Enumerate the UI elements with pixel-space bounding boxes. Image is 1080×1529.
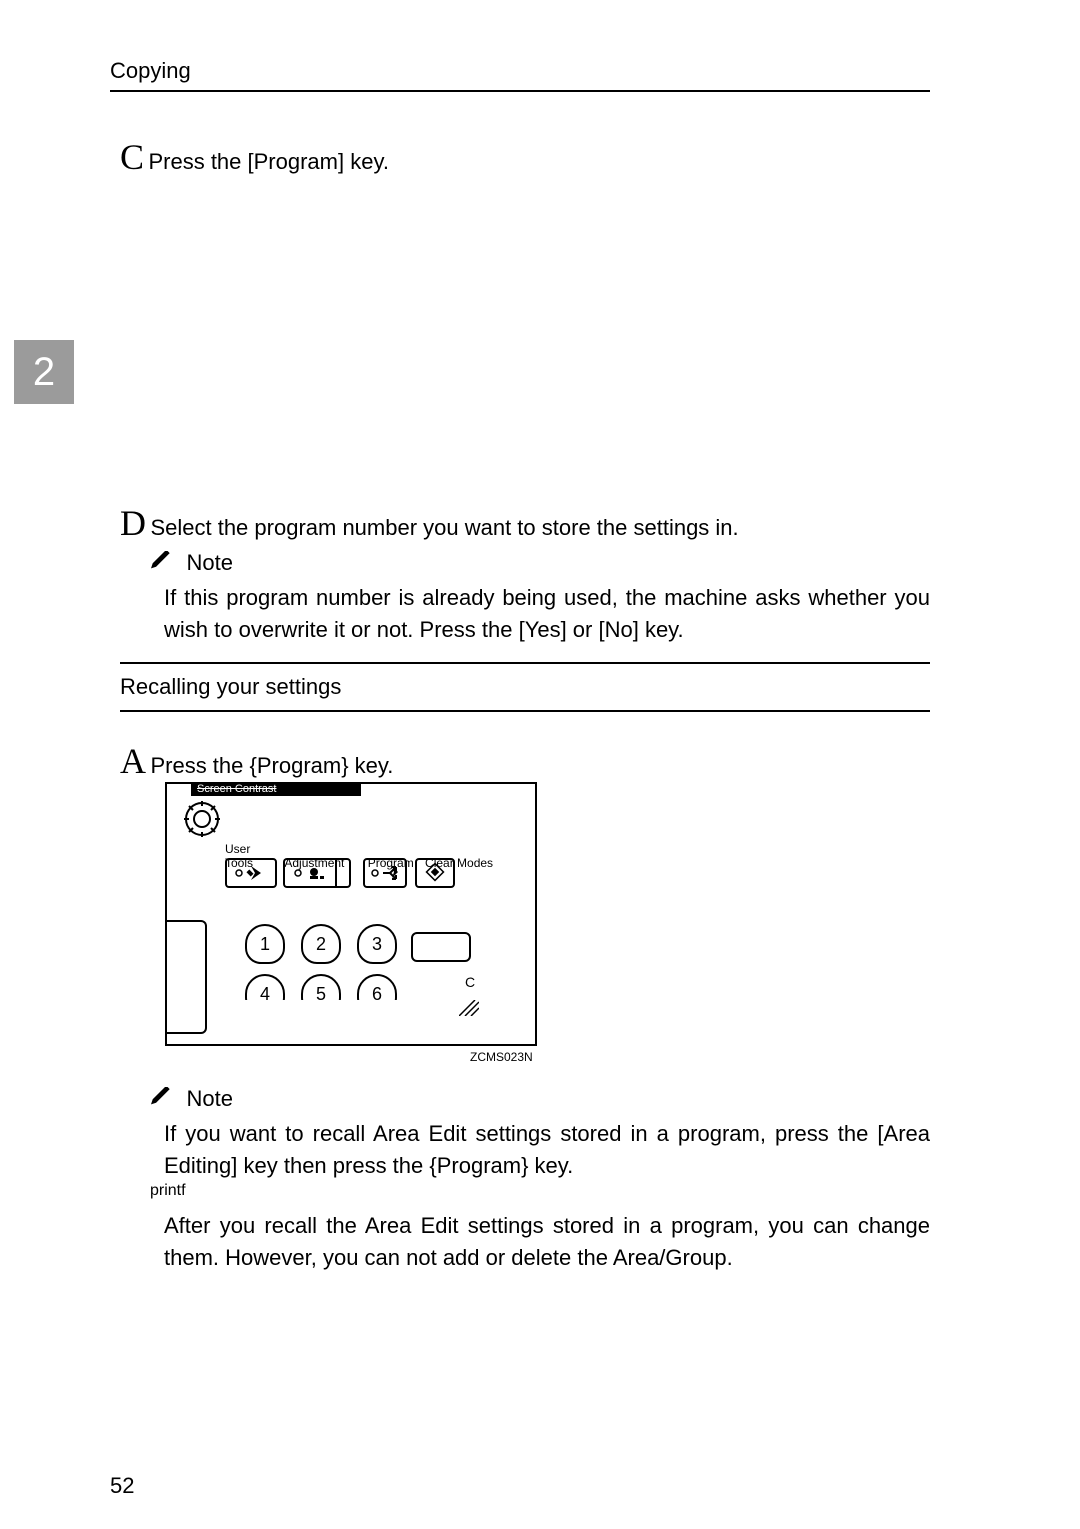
- note-label-2: Note: [186, 1086, 232, 1111]
- header-rule: [110, 90, 930, 92]
- pencil-icon: [150, 551, 176, 576]
- hatch-icon: [459, 1000, 479, 1016]
- numpad: 1 2 3 4 5 6: [237, 924, 405, 1014]
- section-rule-top: [120, 662, 930, 664]
- note-label: Note: [186, 550, 232, 575]
- note-a-body-1: If you want to recall Area Edit settings…: [164, 1118, 930, 1182]
- panel-left-block: [165, 920, 207, 1034]
- section-rule-bottom: [120, 710, 930, 712]
- program-key-ref: [Program]: [248, 149, 345, 174]
- clear-modes-icon: [421, 862, 449, 884]
- step-letter-d: D: [120, 503, 146, 543]
- running-head: Copying: [110, 58, 191, 84]
- note-a: Note If you want to recall Area Edit set…: [150, 1086, 930, 1274]
- step-a: A Press the {Program} key.: [120, 740, 393, 782]
- chapter-tab: 2: [14, 340, 74, 404]
- step-d-text: Select the program number you want to st…: [150, 515, 738, 540]
- user-tools-button[interactable]: [225, 858, 277, 888]
- clear-modes-button[interactable]: [415, 858, 455, 888]
- step-letter-c: C: [120, 137, 144, 177]
- section-title: Recalling your settings: [120, 674, 341, 700]
- display-rect: [411, 932, 471, 962]
- numkey-3[interactable]: 3: [357, 924, 397, 964]
- step-d: D Select the program number you want to …: [120, 502, 739, 544]
- screen-contrast-bar: Screen Contrast: [191, 782, 361, 796]
- program-button[interactable]: [363, 858, 407, 888]
- contrast-dial-icon: [183, 800, 221, 838]
- screen-contrast-label: Screen Contrast: [197, 783, 276, 795]
- page-number: 52: [110, 1473, 134, 1499]
- adjustment-icon: [290, 862, 330, 884]
- note-a-body-2: After you recall the Area Edit settings …: [164, 1210, 930, 1274]
- step-c-before: Press the: [148, 149, 247, 174]
- user-tools-icon: [231, 862, 271, 884]
- step-a-text: Press the {Program} key.: [150, 753, 393, 778]
- row-clip: [237, 1000, 405, 1014]
- note-d: Note If this program number is already b…: [150, 550, 930, 646]
- page: Copying 2 C Press the [Program] key. D S…: [0, 0, 1080, 1529]
- control-panel-figure: Screen Contrast User Tools Adjustment Pr…: [165, 782, 537, 1046]
- adjustment-button-ext[interactable]: [335, 858, 351, 888]
- step-letter-a: A: [120, 741, 146, 781]
- adjustment-button[interactable]: [283, 858, 335, 888]
- numkey-1[interactable]: 1: [245, 924, 285, 964]
- program-icon: [368, 862, 402, 884]
- c-key-label: C: [465, 974, 475, 990]
- step-a-after: key.: [349, 753, 394, 778]
- numkey-2[interactable]: 2: [301, 924, 341, 964]
- step-c-text: Press the [Program] key.: [148, 149, 388, 174]
- program-key-ref-2: {Program}: [250, 753, 349, 778]
- note-d-body: If this program number is already being …: [164, 582, 930, 646]
- step-c: C Press the [Program] key.: [120, 136, 389, 178]
- pencil-icon-2: [150, 1087, 176, 1112]
- step-c-after: key.: [344, 149, 389, 174]
- figure-code: ZCMS023N: [470, 1050, 533, 1064]
- step-a-before: Press the: [150, 753, 249, 778]
